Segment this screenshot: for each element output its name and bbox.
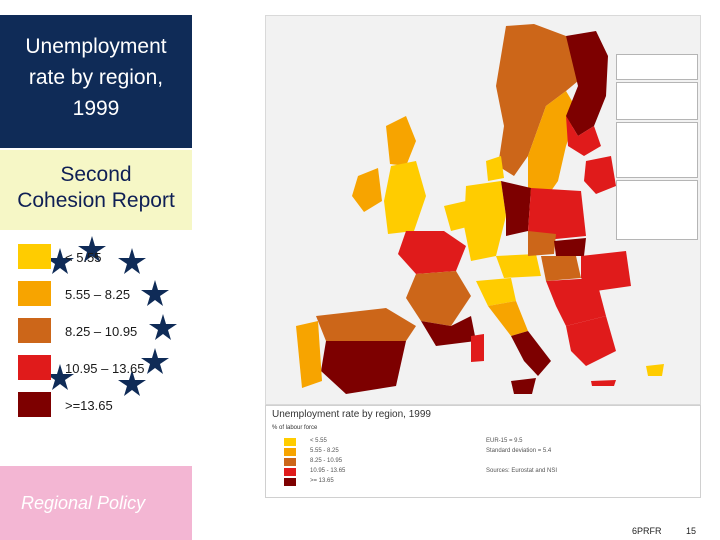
legend-swatch [18,281,51,306]
map-legend-label: 10.95 - 13.65 [310,468,346,474]
map-legend-label: 5.55 - 8.25 [310,448,339,454]
map-legend-subtitle: % of labour force [272,425,318,431]
map-legend-swatch [284,458,296,466]
policy-banner [0,466,192,540]
region-sicily [511,378,536,394]
legend-swatch [18,392,51,417]
region-denmark [486,156,504,181]
legend-swatch [18,318,51,343]
map-legend-note: EUR-15 = 9.5 [486,438,523,444]
star-icon [141,348,169,374]
subtitle-line-2: Cohesion Report [17,189,175,212]
eu-stars-icon [46,236,177,396]
region-england [384,161,426,234]
map-legend-swatch [284,448,296,456]
map-legend-panel: Unemployment rate by region, 1999 % of l… [265,405,701,498]
legend-swatch [18,355,51,380]
region-czech [528,231,556,256]
region-finland-south [566,116,601,156]
map-legend-row: 10.95 - 13.65 [284,468,434,477]
region-poland [528,188,586,241]
region-crete [591,380,616,386]
region-greece [566,316,616,366]
region-scotland [386,116,416,166]
region-hungary [541,256,581,281]
region-romania [581,251,631,291]
region-france-north [398,231,466,274]
map-legend-title: Unemployment rate by region, 1999 [272,409,431,420]
star-icon [118,370,146,396]
region-austria [496,254,541,278]
star-icon [46,248,74,274]
map-legend-label: 8.25 - 10.95 [310,458,343,464]
region-spain-north [316,308,416,341]
legend-label: 8.25 – 10.95 [65,324,138,339]
map-legend-note: Sources: Eurostat and NSI [486,468,558,474]
title-line-3: 1999 [72,97,120,120]
star-icon [118,248,146,274]
region-germany-east [501,181,531,236]
legend-item: >=13.65 [18,392,190,429]
policy-label: Regional Policy [21,493,146,513]
inset-canarias [616,54,698,80]
star-icon [46,364,74,390]
region-spain-south [321,341,406,394]
page-number: 15 [686,526,697,536]
europe-map-graphic [266,16,700,404]
star-icon [78,236,106,262]
region-norway [496,24,584,176]
map-legend-label: < 5.55 [310,438,327,444]
map-legend-row: 8.25 - 10.95 [284,458,434,467]
legend-item: < 5.55 [18,244,190,281]
title-line-2: rate by region, [28,66,164,89]
map-legend-label: >= 13.65 [310,478,334,484]
map-legend-row: < 5.55 [284,438,434,447]
star-icon [141,280,169,306]
map-legend-swatch [284,468,296,476]
region-germany-west [464,181,506,261]
footer-code: 6PRFR [632,526,662,536]
region-italy-south [511,331,551,376]
slide-title: Unemployment rate by region, 1999 [0,15,192,148]
region-france-south [421,316,476,346]
map-legend-row: 5.55 - 8.25 [284,448,434,457]
legend-label: >=13.65 [65,398,113,413]
legend-label: 5.55 – 8.25 [65,287,131,302]
europe-map [265,15,701,405]
legend-label: < 5.55 [65,250,102,265]
subtitle-line-1: Second [60,163,132,186]
legend-item: 8.25 – 10.95 [18,318,190,355]
region-italy-central [488,301,528,336]
region-portugal [296,321,322,388]
region-france-central [406,271,471,326]
region-sweden [528,91,578,201]
slide-subtitle: Second Cohesion Report [0,150,192,230]
legend-label: 10.95 – 13.65 [65,361,145,376]
title-line-1: Unemployment [25,35,167,58]
inset-guyane [616,122,698,178]
region-italy-north [476,278,516,306]
map-legend-note: Standard deviation = 5.4 [486,448,552,454]
inset-acores [616,180,698,240]
map-legend-row: >= 13.65 [284,478,434,487]
star-icon [149,314,177,340]
inset-guadeloupe [616,82,698,120]
map-legend-swatch [284,438,296,446]
region-sardinia [471,334,484,362]
region-ireland [352,168,382,212]
map-legend-swatch [284,478,296,486]
legend-swatch [18,244,51,269]
region-slovakia [554,238,586,256]
region-cyprus [646,364,664,376]
region-finland [566,31,608,136]
region-balkans [546,278,606,326]
legend-item: 10.95 – 13.65 [18,355,190,392]
legend-item: 5.55 – 8.25 [18,281,190,318]
region-baltic [584,156,616,194]
legend: < 5.55 5.55 – 8.25 8.25 – 10.95 10.95 – … [18,244,190,429]
left-panel: Unemployment rate by region, 1999 Second… [0,0,192,540]
